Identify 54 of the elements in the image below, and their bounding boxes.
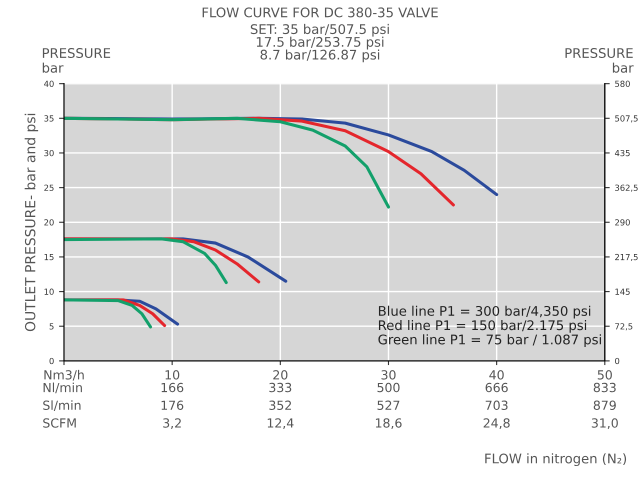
y-tick-label: 10 — [44, 288, 54, 295]
chart-title: FLOW CURVE FOR DC 380-35 VALVE — [202, 7, 438, 18]
y2-tick-label: 145 — [615, 288, 630, 295]
y2-axis-title: PRESSURE bar — [566, 48, 634, 73]
text: 527 — [378, 400, 400, 410]
x-tick-label: 20 — [273, 370, 288, 380]
text: Sl/min — [43, 400, 80, 411]
y2-tick-label: 0 — [615, 358, 620, 364]
y2-tick-label: 217,5 — [615, 254, 638, 262]
text: SCFM — [43, 418, 76, 428]
x-tick-label: 10 — [166, 370, 180, 380]
annotation: Green line P1 = 75 bar / 1.087 psi — [378, 334, 601, 348]
y-tick-label: 40 — [44, 80, 54, 87]
y-tick-label: 20 — [44, 219, 54, 226]
line-series — [64, 116, 390, 209]
chart-subtitle: SET: 35 bar/507.5 psi 17.5 bar/253.75 psi 8.7 bar/126.87 psi — [250, 24, 389, 62]
text: FLOW in nitrogen (N₂) — [485, 453, 626, 466]
y-tick-label: 25 — [44, 184, 54, 191]
text: 31,0 — [592, 418, 618, 430]
text: 666 — [486, 382, 508, 392]
y-tick-label: 0 — [50, 358, 54, 364]
text: 3,2 — [163, 418, 181, 430]
y-tick-label: 15 — [44, 254, 54, 260]
text: 12,4 — [268, 418, 294, 430]
y-tick-label: 35 — [44, 115, 54, 122]
y-axis-title: OUTLET PRESSURE- bar and psi — [24, 114, 38, 332]
text: 879 — [594, 400, 616, 410]
y2-tick-label: 362,5 — [615, 184, 638, 192]
y2-tick-label: 580 — [615, 80, 630, 87]
text: 24,8 — [484, 418, 510, 430]
text: 18,6 — [376, 418, 402, 430]
text: 352 — [269, 400, 291, 410]
text: 176 — [162, 400, 184, 410]
text: 703 — [486, 400, 508, 410]
y-tick-label: 30 — [44, 150, 54, 156]
x-tick-label: Nm3/h — [44, 370, 84, 381]
x-tick-label: 50 — [598, 370, 612, 380]
y2-tick-label: 72,5 — [615, 323, 632, 330]
text: PRESSURE bar — [42, 48, 110, 73]
line-series — [64, 237, 228, 284]
y2-tick-label: 435 — [614, 150, 630, 156]
text: Nl/min — [44, 382, 82, 394]
text: 500 — [378, 382, 400, 392]
y-tick-label: 5 — [50, 323, 54, 330]
x-tick-label: 40 — [489, 370, 504, 380]
x-tick-label: 30 — [381, 370, 396, 380]
text: 333 — [269, 382, 292, 392]
y2-tick-label: 290 — [615, 219, 630, 226]
annotation: Blue line P1 = 300 bar/4,350 psi — [378, 306, 590, 318]
text: 833 — [594, 382, 616, 392]
text: 166 — [162, 382, 184, 392]
line-series — [64, 298, 152, 328]
annotation: Red line P1 = 150 bar/2.175 psi — [378, 320, 586, 333]
y2-tick-label: 507,5 — [615, 115, 638, 122]
